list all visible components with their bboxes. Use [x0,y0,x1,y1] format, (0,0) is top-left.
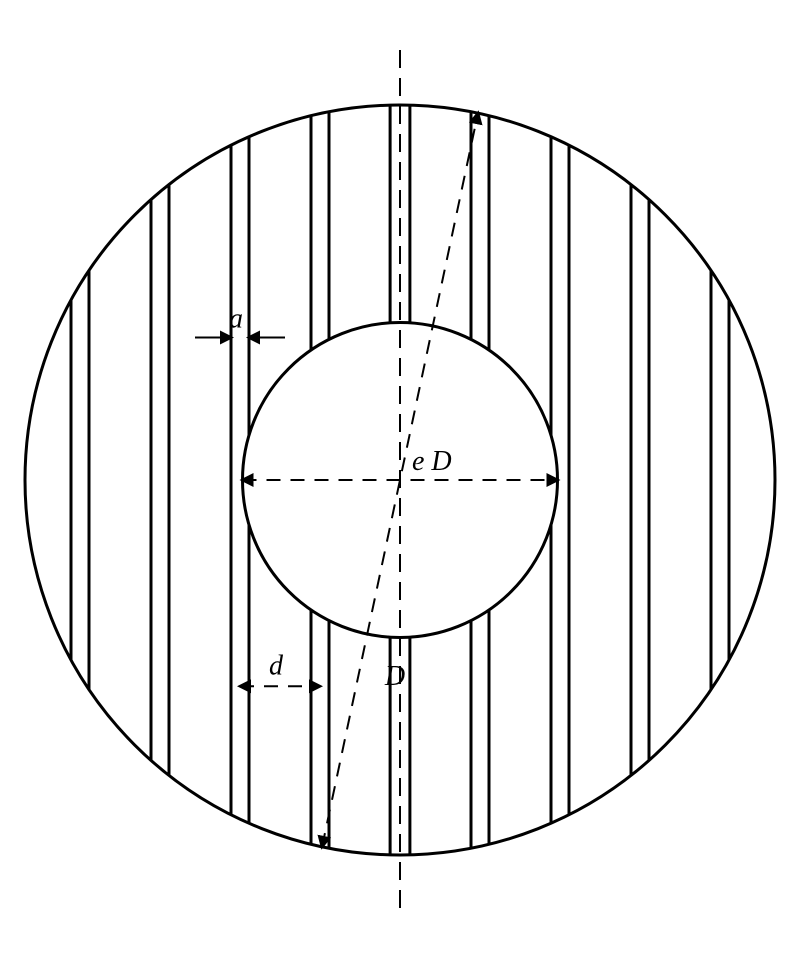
label-eD: e D [412,446,452,477]
label-d: d [269,650,284,681]
label-a: a [229,304,243,335]
diagram-svg: De D a d [0,0,800,959]
diagram-canvas: De D a d [0,0,800,959]
label-D: D [384,661,405,692]
